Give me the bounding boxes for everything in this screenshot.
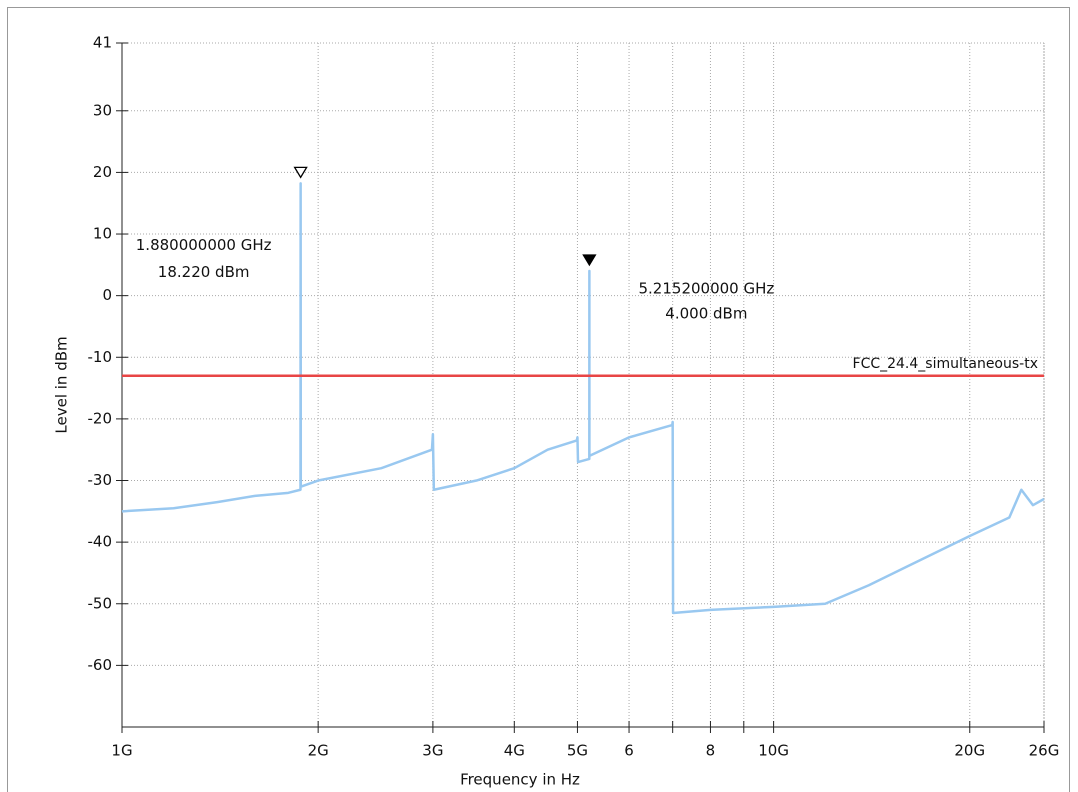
y-tick-label: 41 <box>93 34 112 52</box>
x-axis-label: Frequency in Hz <box>460 771 580 789</box>
marker-level: 4.000 dBm <box>665 305 747 323</box>
x-tick-label: 3G <box>422 742 443 760</box>
y-tick-label: 20 <box>93 163 112 181</box>
marker-frequency: 1.880000000 GHz <box>136 236 272 254</box>
limit-label: FCC_24.4_simultaneous-tx <box>853 356 1038 372</box>
y-tick-label: -30 <box>88 471 113 489</box>
x-tick-label: 2G <box>308 742 329 760</box>
x-tick-label: 26G <box>1029 742 1060 760</box>
x-tick-label: 8 <box>706 742 716 760</box>
y-tick-label: -50 <box>88 594 113 612</box>
y-tick-label: -60 <box>88 656 113 674</box>
x-tick-label: 6 <box>624 742 634 760</box>
marker-frequency: 5.215200000 GHz <box>639 280 775 298</box>
y-tick-label: 10 <box>93 225 112 243</box>
x-tick-label: 20G <box>954 742 985 760</box>
y-axis-label: Level in dBm <box>53 336 71 433</box>
marker <box>582 254 597 267</box>
x-tick-label: 10G <box>758 742 789 760</box>
y-tick-label: 0 <box>102 286 112 304</box>
y-tick-label: -20 <box>88 409 113 427</box>
y-tick-label: 30 <box>93 101 112 119</box>
marker-level: 18.220 dBm <box>158 263 250 281</box>
x-tick-label: 5G <box>567 742 588 760</box>
trace <box>121 182 1045 615</box>
y-tick-label: -10 <box>88 348 113 366</box>
frame <box>7 7 1070 792</box>
plot-area <box>121 42 1045 728</box>
x-tick-label: 4G <box>504 742 525 760</box>
y-tick-label: -40 <box>88 533 113 551</box>
x-tick-label: 1G <box>111 742 132 760</box>
marker <box>293 166 308 179</box>
